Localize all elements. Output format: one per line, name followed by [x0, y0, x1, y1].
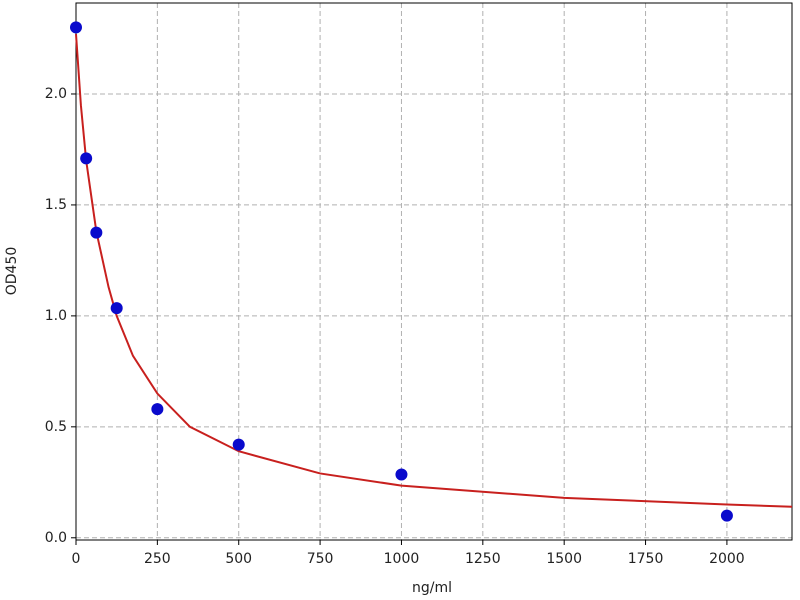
data-point: [110, 302, 123, 315]
data-point: [70, 21, 82, 34]
data-point: [151, 403, 164, 416]
data-point: [80, 152, 93, 165]
y-tick-label: 2.0: [45, 86, 67, 102]
x-tick-label: 1000: [384, 551, 420, 567]
x-tick-label: 0: [72, 551, 81, 567]
x-tick-label: 500: [225, 551, 252, 567]
y-tick-label: 0.5: [45, 419, 67, 435]
y-tick-label: 1.0: [45, 308, 67, 324]
x-tick-label: 1500: [546, 551, 582, 567]
plot-frame: [75, 2, 793, 541]
data-point: [395, 468, 408, 481]
y-tick-label: 0.0: [45, 530, 67, 546]
x-tick-label: 750: [307, 551, 334, 567]
x-tick-label: 2000: [709, 551, 745, 567]
data-point: [232, 438, 245, 451]
data-point: [720, 509, 733, 522]
x-axis-label: ng/ml: [412, 580, 452, 596]
x-tick-label: 250: [144, 551, 171, 567]
data-point: [90, 226, 103, 239]
x-tick-label: 1250: [465, 551, 501, 567]
y-axis-label: OD450: [4, 247, 20, 296]
x-tick-label: 1750: [628, 551, 664, 567]
fit-curve: [75, 33, 793, 508]
y-tick-label: 1.5: [45, 197, 67, 213]
